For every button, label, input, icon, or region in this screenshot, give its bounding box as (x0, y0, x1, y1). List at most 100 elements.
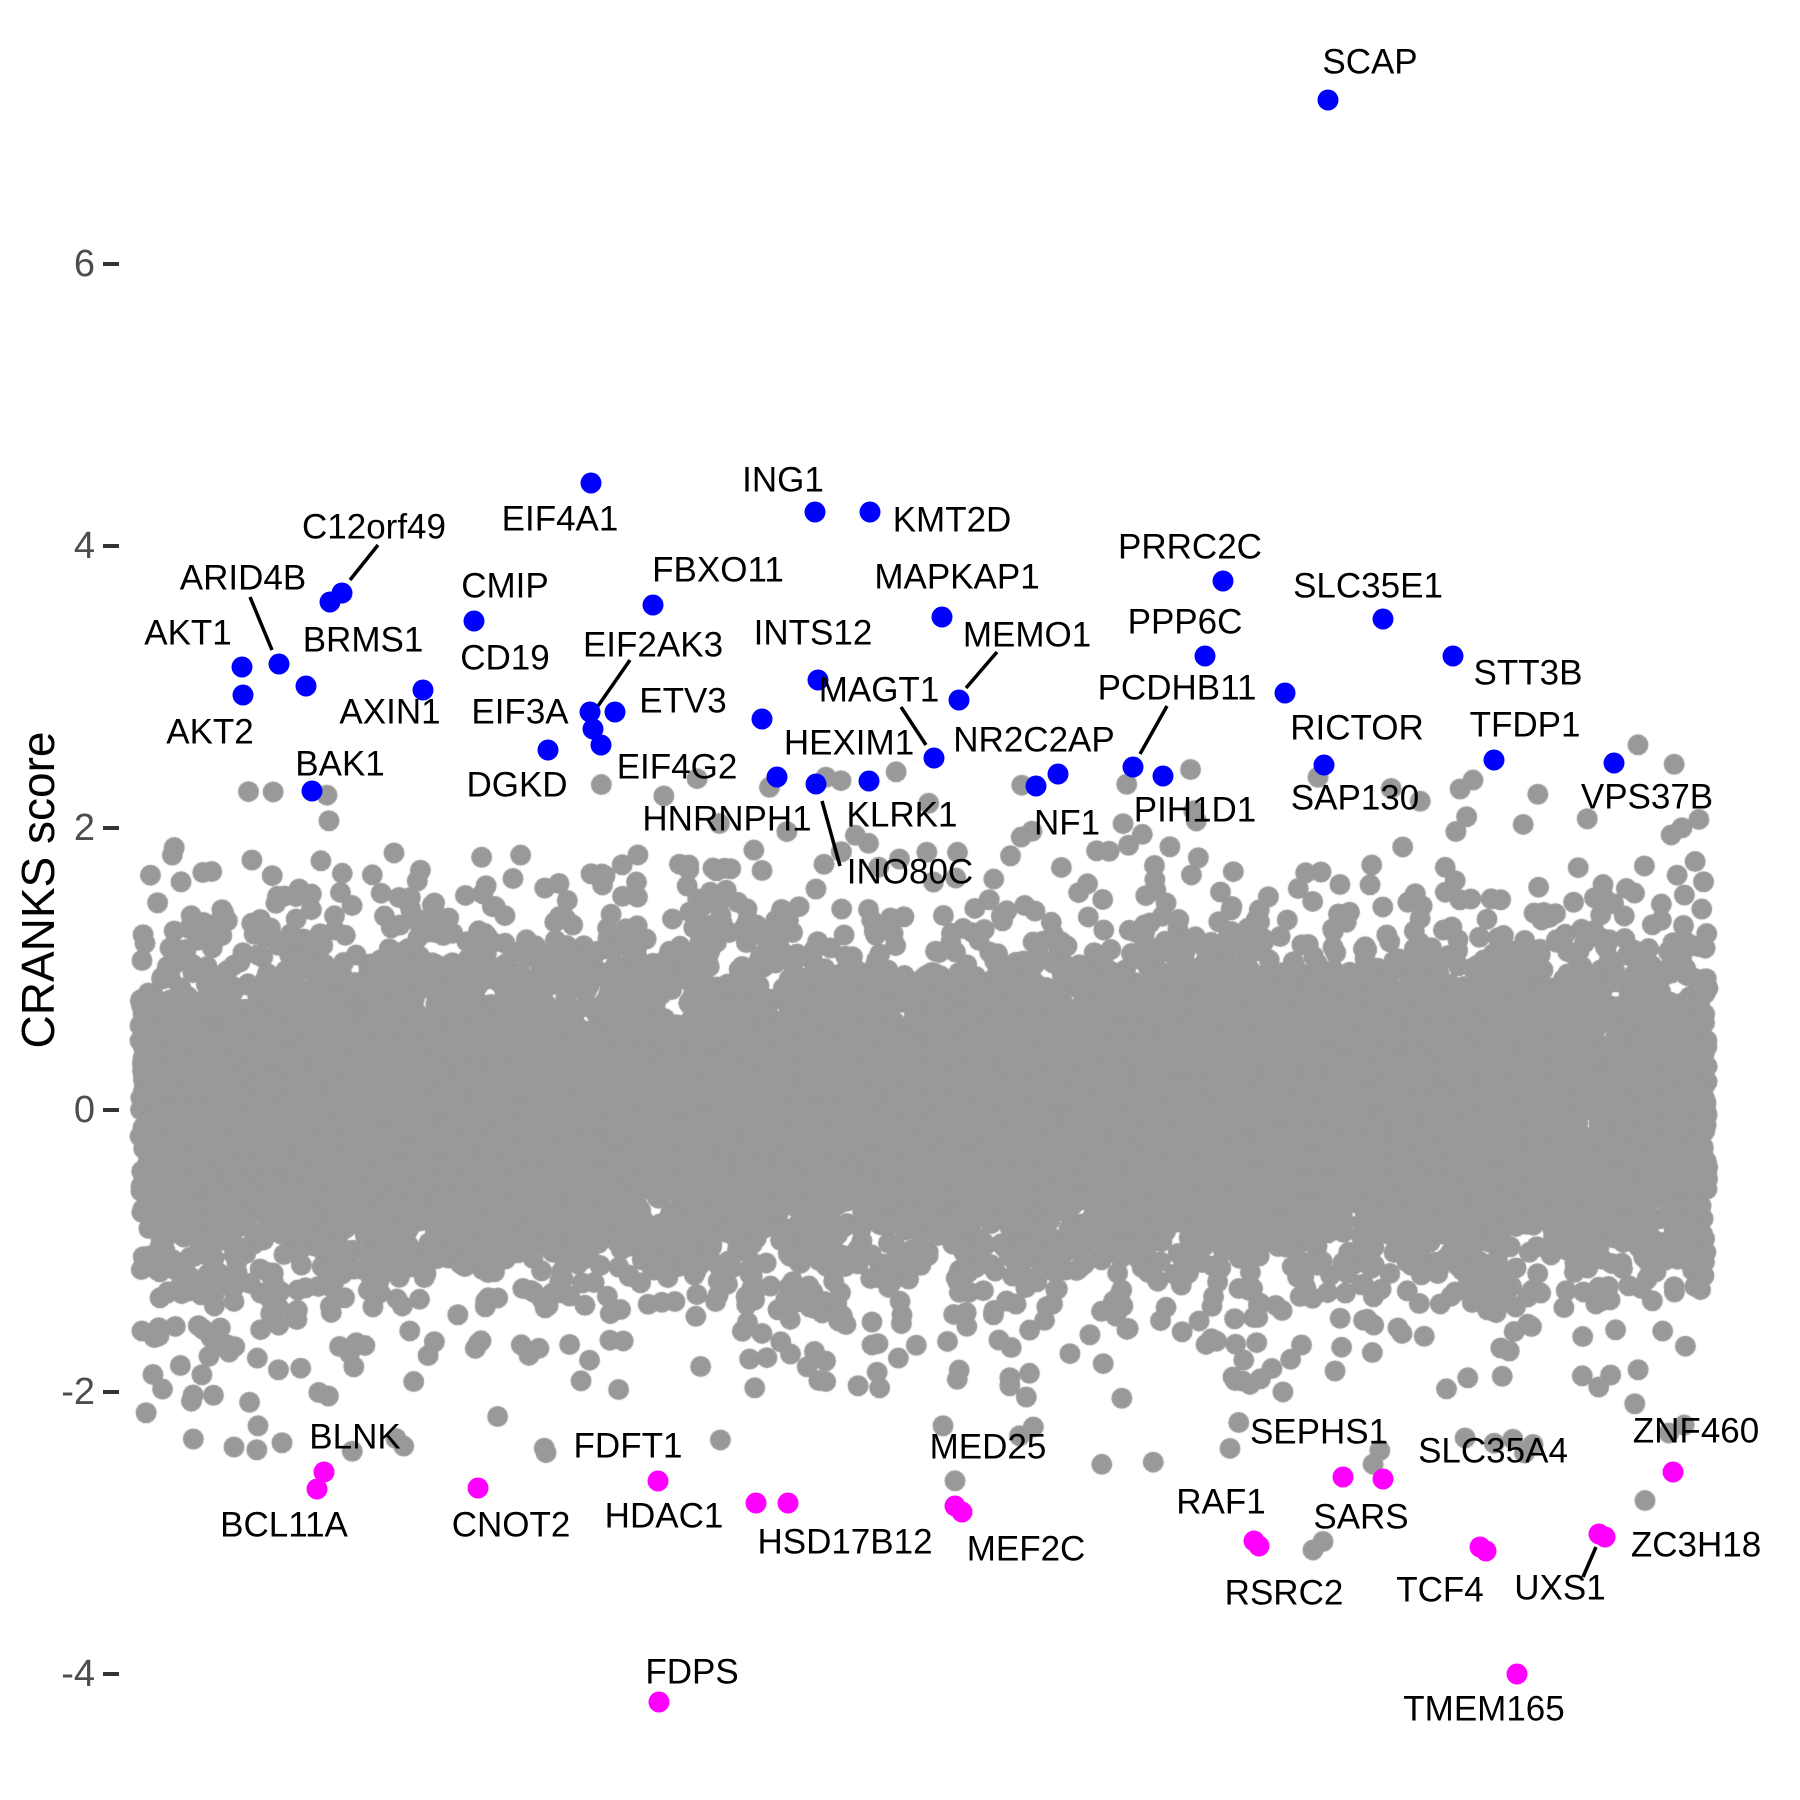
gene-point-HNRNPH1 (766, 766, 788, 788)
gene-point-NR2C2AP (1047, 763, 1069, 785)
gene-label-NR2C2AP: NR2C2AP (953, 720, 1115, 760)
leader-line-EIF2AK3 (596, 659, 632, 707)
y-tick-label-2: 2 (73, 807, 95, 849)
gene-point-FBXO11 (642, 594, 664, 616)
gene-point-HSD17B12 (777, 1492, 799, 1514)
gene-label-SEPHS1: SEPHS1 (1249, 1412, 1389, 1452)
gene-label-RSRC2: RSRC2 (1224, 1573, 1344, 1613)
gene-label-NF1: NF1 (1033, 803, 1101, 843)
gene-label-ARID4B: ARID4B (179, 558, 307, 598)
gene-label-SAP130: SAP130 (1290, 778, 1420, 818)
gene-point-FDPS (648, 1691, 670, 1713)
gene-point-DGKD (537, 739, 559, 761)
gene-point-HEXIM1 (751, 708, 773, 730)
gene-point-TCF4 (1475, 1540, 1497, 1562)
gene-point-SAP130 (1313, 754, 1335, 776)
gene-label-AKT2: AKT2 (166, 712, 254, 752)
gene-label-ZNF460: ZNF460 (1632, 1411, 1760, 1451)
gene-point-ETV3 (604, 701, 626, 723)
gene-label-EIF3A: EIF3A (471, 692, 569, 732)
gene-label-SLC35E1: SLC35E1 (1293, 566, 1443, 606)
gene-label-PRRC2C: PRRC2C (1118, 527, 1262, 567)
y-tick-mark-4 (103, 544, 119, 548)
gene-label-HSD17B12: HSD17B12 (757, 1522, 933, 1562)
gene-label-VPS37B: VPS37B (1580, 777, 1714, 817)
gene-point-INO80C (805, 773, 827, 795)
gene-label-BCL11A: BCL11A (220, 1505, 348, 1545)
y-tick-label-4: 4 (73, 525, 95, 567)
y-tick-label-6: 6 (73, 243, 95, 285)
leader-line-C12orf49 (348, 543, 380, 582)
gene-point-TFDP1 (1483, 749, 1505, 771)
gene-point-NF1 (1025, 775, 1047, 797)
gene-point-ARID4B (268, 653, 290, 675)
gene-point-SLC35E1 (1372, 608, 1394, 630)
gene-label-STT3B: STT3B (1473, 653, 1583, 693)
gene-point-AKT2 (232, 684, 254, 706)
gene-point-STT3B (1442, 645, 1464, 667)
gene-label-KLRK1: KLRK1 (846, 795, 958, 835)
gene-label-MAGT1: MAGT1 (818, 670, 940, 710)
gene-label-CD19: CD19 (460, 638, 550, 678)
gene-label-ZC3H18: ZC3H18 (1630, 1525, 1762, 1565)
gene-point-MAPKAP1 (931, 606, 953, 627)
gene-label-RICTOR: RICTOR (1290, 708, 1424, 748)
gene-point-PIH1D1 (1152, 765, 1174, 787)
gene-label-KMT2D: KMT2D (892, 500, 1012, 540)
y-tick-mark-0 (103, 1108, 119, 1112)
gene-point-AKT1 (231, 656, 253, 678)
gene-point-EIF4G2 (590, 734, 612, 756)
gene-point-CD19 (412, 679, 434, 701)
leader-line-MEMO1 (964, 650, 999, 690)
gene-label-EIF2AK3: EIF2AK3 (582, 625, 724, 665)
gene-label-FBXO11: FBXO11 (652, 550, 784, 590)
gene-point-ZNF460 (1662, 1461, 1684, 1483)
gene-label-BRMS1: BRMS1 (302, 620, 424, 660)
gene-point-RSRC2 (1248, 1535, 1270, 1557)
gene-label-DGKD: DGKD (466, 765, 568, 805)
gene-point-AXIN1 (295, 675, 317, 697)
gene-label-EIF4A1: EIF4A1 (501, 499, 619, 539)
gene-label-RAF1: RAF1 (1176, 1482, 1266, 1522)
gene-label-HDAC1: HDAC1 (604, 1496, 724, 1536)
y-tick-label-0: 0 (73, 1089, 95, 1131)
leader-line-UXS1 (1581, 1546, 1598, 1578)
y-tick-label--2: -2 (61, 1371, 95, 1413)
gene-label-PCDHB11: PCDHB11 (1097, 668, 1257, 708)
gene-point-MEF2C (951, 1501, 973, 1523)
gene-label-MEF2C: MEF2C (966, 1529, 1086, 1569)
gene-label-PIH1D1: PIH1D1 (1133, 790, 1257, 830)
gene-point-EIF2AK3 (579, 701, 601, 723)
leader-line-ARID4B (248, 596, 274, 651)
gene-label-ING1: ING1 (742, 460, 824, 500)
y-tick-mark-6 (103, 262, 119, 266)
gene-label-MED25: MED25 (929, 1427, 1047, 1467)
gene-label-TFDP1: TFDP1 (1469, 705, 1581, 745)
gene-label-TCF4: TCF4 (1396, 1570, 1484, 1610)
gene-label-SCAP: SCAP (1322, 42, 1418, 82)
gene-label-HEXIM1: HEXIM1 (783, 723, 915, 763)
gene-point-ZC3H18 (1594, 1526, 1616, 1548)
gene-point-VPS37B (1603, 752, 1625, 774)
gene-point-PPP6C (1194, 645, 1216, 667)
gene-label-FDPS: FDPS (645, 1652, 739, 1692)
gene-label-MAPKAP1: MAPKAP1 (874, 557, 1040, 597)
gene-point-PCDHB11 (1122, 756, 1144, 778)
gene-point-MAGT1 (923, 747, 945, 768)
gene-label-TMEM165: TMEM165 (1403, 1689, 1565, 1729)
gene-label-C12orf49: C12orf49 (302, 507, 446, 547)
gene-point-SARS (1372, 1468, 1394, 1490)
gene-point-KLRK1 (858, 770, 880, 792)
gene-label-EIF4G2: EIF4G2 (616, 747, 738, 787)
gene-point-ING1 (804, 501, 826, 523)
y-tick-label--4: -4 (61, 1653, 95, 1695)
gene-point-BRMS1 (319, 591, 341, 613)
gene-point-BCL11A (306, 1478, 328, 1500)
gene-label-AKT1: AKT1 (144, 613, 232, 653)
gene-point-HDAC1 (745, 1492, 767, 1514)
gene-label-INO80C: INO80C (846, 852, 974, 892)
gene-point-KMT2D (859, 501, 881, 523)
gene-label-UXS1: UXS1 (1514, 1568, 1606, 1608)
